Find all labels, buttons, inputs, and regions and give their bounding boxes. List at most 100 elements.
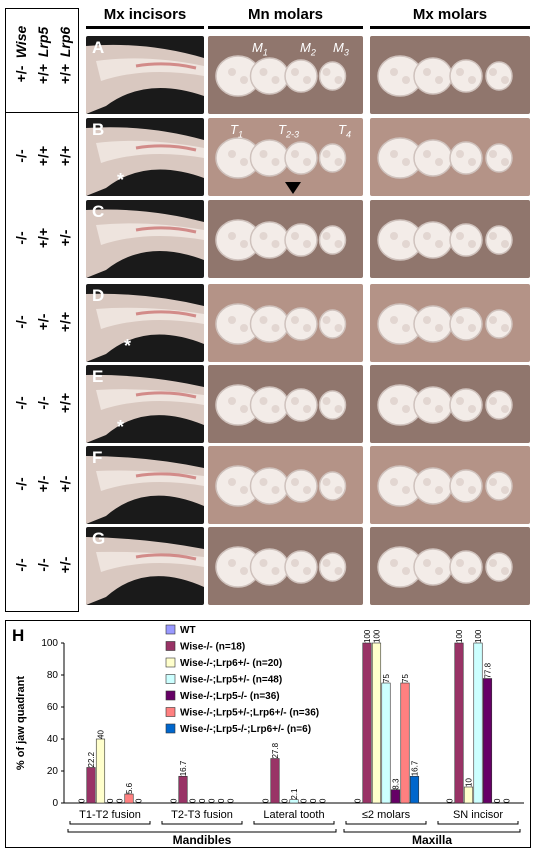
mx-molar-photo <box>370 446 530 524</box>
genotype-cell: -/- <box>35 558 51 572</box>
tooth-label: T4 <box>338 122 351 140</box>
category-label: T1-T2 fusion <box>79 809 141 821</box>
panel-label: B <box>92 120 105 139</box>
panel-label: H <box>12 626 24 645</box>
legend-entry: Wise-/-;Lrp5+/-;Lrp6+/- (n=36) <box>180 708 319 719</box>
bar-value-label: 0 <box>281 798 290 803</box>
bar-value-label: 100 <box>363 629 372 643</box>
bar <box>270 758 280 804</box>
incisor-photo <box>86 118 204 196</box>
bar <box>454 642 464 804</box>
panel-label: E <box>92 367 104 386</box>
category-bracket <box>437 821 519 825</box>
group-label: Maxilla <box>412 833 452 847</box>
genotype-cell: -/- <box>13 477 29 491</box>
bar-value-label: 100 <box>455 629 464 643</box>
column-header-mx-incisors: Mx incisors <box>103 6 187 23</box>
mn-molar-photo <box>208 200 363 278</box>
genotype-cell: +/- <box>13 65 29 83</box>
bar <box>178 775 188 804</box>
legend-swatch <box>165 707 176 717</box>
group-label: Mandibles <box>173 833 232 847</box>
genotype-cell: +/- <box>57 475 73 493</box>
genotype-cell: -/- <box>13 558 29 572</box>
tooth-label: T1 <box>230 122 243 140</box>
tooth-label: T2-3 <box>278 122 299 140</box>
mn-molar-photo <box>208 284 363 362</box>
genotype-cell: +/- <box>35 313 51 331</box>
bar-value-label: 10 <box>465 778 474 787</box>
bar-value-label: 100 <box>474 629 483 643</box>
mx-molar-photo <box>370 118 530 196</box>
bar <box>124 793 134 804</box>
legend-entry: Wise-/- (n=18) <box>180 642 245 653</box>
incisor-photo <box>86 36 204 114</box>
bar-value-label: 100 <box>373 629 382 643</box>
incisor-photo <box>86 365 204 443</box>
panel-label: D <box>92 286 105 305</box>
mx-molar-photo <box>370 365 530 443</box>
bar <box>409 775 420 804</box>
mn-molar-photo <box>208 118 363 196</box>
y-tick-label: 20 <box>47 766 59 777</box>
legend-entry: Wise-/-;Lrp5-/- (n=36) <box>180 691 280 702</box>
bar-value-label: 0 <box>78 798 87 803</box>
bar-value-label: 0 <box>227 798 236 803</box>
genotype-cell: +/+ <box>57 145 73 167</box>
bar-value-label: 0 <box>217 798 226 803</box>
y-axis-label: % of jaw quadrant <box>15 676 27 770</box>
category-label: T2-T3 fusion <box>171 809 233 821</box>
column-underline <box>370 26 530 29</box>
asterisk-marker: * <box>124 336 132 356</box>
asterisk-marker: * <box>117 170 125 190</box>
bar-value-label: 75 <box>401 674 410 683</box>
category-bracket <box>253 821 335 825</box>
tooth-label: M2 <box>300 40 316 58</box>
column-header-mx-molars: Mx molars <box>412 6 488 23</box>
y-tick-label: 40 <box>47 734 59 745</box>
category-label: Lateral tooth <box>263 809 324 821</box>
bar <box>473 642 483 804</box>
bar <box>362 642 372 804</box>
bar <box>86 767 96 804</box>
legend-swatch <box>165 624 176 635</box>
bar-value-label: 0 <box>198 798 207 803</box>
incisor-photo <box>86 527 204 605</box>
bar-value-label: 0 <box>309 798 318 803</box>
bar-value-label: 16.7 <box>179 760 188 776</box>
mn-molar-photo <box>208 446 363 524</box>
legend-entry: Wise-/-;Lrp5-/-;Lrp6+/- (n=6) <box>180 724 311 735</box>
column-underline <box>86 26 204 29</box>
bar <box>463 786 474 804</box>
bar-value-label: 0 <box>446 798 455 803</box>
bar-value-label: 0 <box>262 798 271 803</box>
bar-value-label: 40 <box>97 730 106 739</box>
bar-value-label: 27.8 <box>271 742 280 758</box>
category-bracket <box>345 821 427 825</box>
genotype-cell: +/+ <box>35 145 51 167</box>
incisor-photo <box>86 284 204 362</box>
bar <box>381 682 391 804</box>
bar <box>400 682 410 804</box>
panel-label: G <box>92 529 106 548</box>
legend-swatch <box>165 657 176 668</box>
legend-entry: Wise-/-;Lrp5+/- (n=48) <box>180 675 282 686</box>
genotype-cell: +/+ <box>35 227 51 249</box>
asterisk-marker: * <box>117 417 125 437</box>
legend-swatch <box>165 674 176 684</box>
bar-value-label: 8.3 <box>392 778 401 790</box>
mn-molar-photo <box>208 527 363 605</box>
mn-molar-photo <box>208 365 363 443</box>
genotype-divider <box>5 112 79 113</box>
genotype-cell: -/- <box>13 149 29 163</box>
bar-value-label: 0 <box>170 798 179 803</box>
group-bracket <box>67 829 337 833</box>
group-bracket <box>343 829 521 833</box>
genotype-cell: +/- <box>57 556 73 574</box>
genotype-cell: -/- <box>35 396 51 410</box>
arrowhead-marker <box>285 181 301 199</box>
bar-value-label: 2.1 <box>290 788 299 800</box>
panel-label: A <box>92 38 105 57</box>
genotype-cell: +/+ <box>35 63 51 85</box>
